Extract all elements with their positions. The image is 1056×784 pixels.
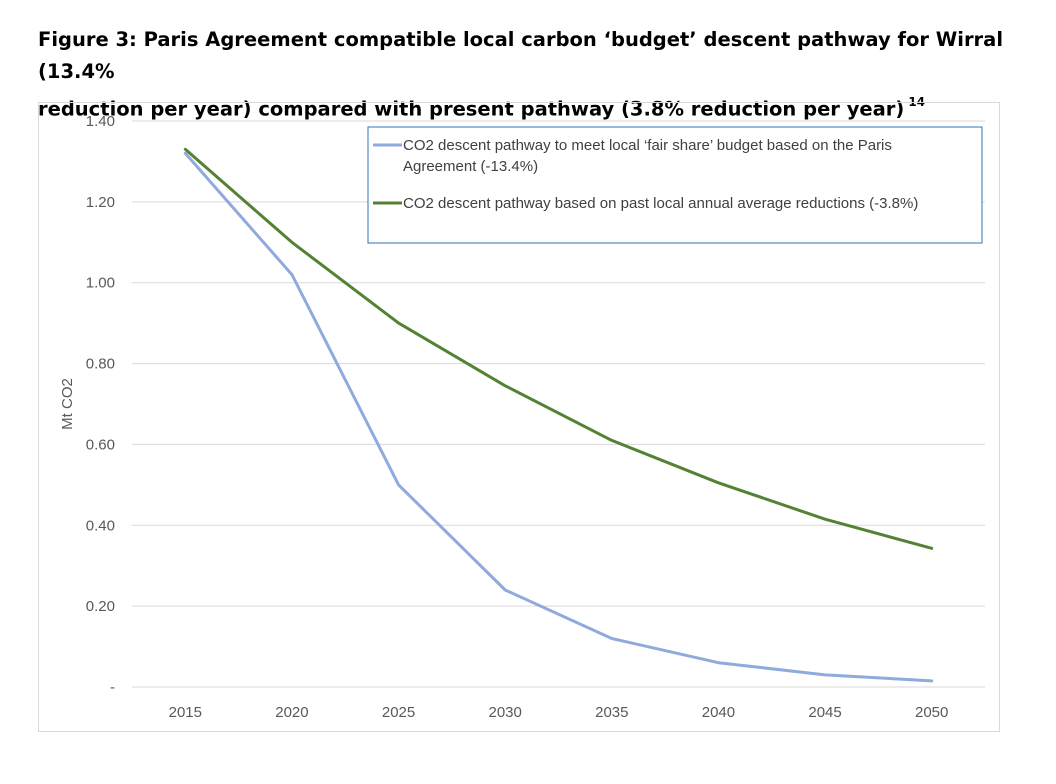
x-tick-label: 2020 [275, 704, 308, 721]
y-tick-label: 1.00 [86, 275, 115, 292]
series-line-2 [183, 147, 934, 550]
x-tick-label: 2030 [489, 704, 522, 721]
y-tick-label: 0.80 [86, 356, 115, 373]
caption-line-2-text: reduction per year) compared with presen… [38, 97, 905, 121]
x-tick-label: 2015 [169, 704, 202, 721]
line-chart: -0.200.400.600.801.001.201.40 2015 2020 20… [59, 113, 985, 721]
x-tick-label: 2025 [382, 704, 415, 721]
caption-line-1: Figure 3: Paris Agreement compatible loc… [38, 28, 1004, 83]
series-line-1 [183, 151, 934, 683]
series-lines [183, 147, 934, 683]
y-tick-label: - [110, 679, 115, 696]
x-tick-label: 2050 [915, 704, 948, 721]
y-axis-title: Mt CO2 [59, 378, 76, 430]
y-tick-label: 0.40 [86, 517, 115, 534]
legend-label: CO2 descent pathway to meet local ‘fair … [403, 137, 892, 154]
x-tick-label: 2045 [808, 704, 841, 721]
figure-caption: Figure 3: Paris Agreement compatible loc… [38, 24, 1018, 126]
x-axis-ticks: 2015 2020 2025 2030 2035 2040 2045 2050 [169, 704, 949, 721]
legend-label: Agreement (-13.4%) [403, 158, 538, 175]
y-tick-label: 1.40 [86, 113, 115, 130]
y-tick-label: 0.20 [86, 598, 115, 615]
legend-label: CO2 descent pathway based on past local … [403, 195, 918, 212]
legend-box [367, 126, 983, 244]
chart-frame: -0.20 0.40 0.60 0.80 1.00 1.20 1.40 2015 2020 20… [38, 102, 1000, 732]
x-tick-label: 2040 [702, 704, 735, 721]
legend: CO2 descent pathway to meet local ‘fair … [367, 126, 983, 244]
y-axis-ticks: - 0.20 0.40 0.60 0.80 1.00 1.20 1.40 [86, 113, 115, 696]
y-tick-label: 1.20 [86, 194, 115, 211]
x-tick-label: 2035 [595, 704, 628, 721]
y-tick-label: 0.60 [86, 436, 115, 453]
